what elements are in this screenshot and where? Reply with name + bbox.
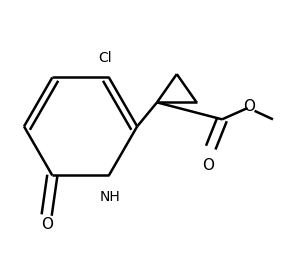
Text: NH: NH (100, 190, 121, 203)
Text: Cl: Cl (98, 51, 111, 65)
Text: O: O (41, 217, 53, 233)
Text: O: O (202, 158, 214, 172)
Text: O: O (243, 99, 255, 114)
